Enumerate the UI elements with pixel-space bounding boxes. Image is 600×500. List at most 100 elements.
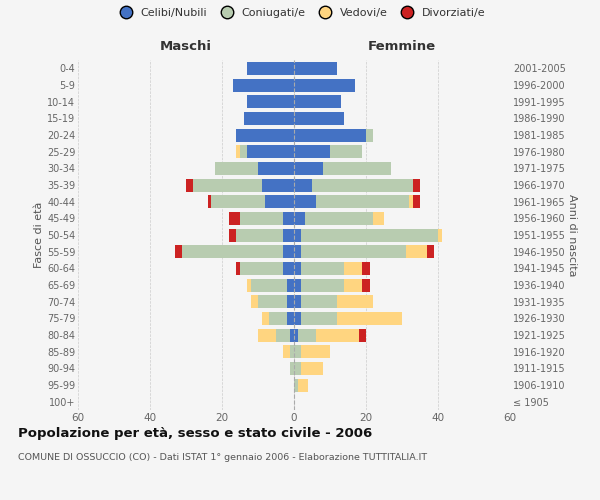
Bar: [294, 162, 323, 175]
Bar: [236, 228, 283, 241]
Bar: [294, 178, 312, 192]
Bar: [337, 312, 402, 325]
Text: Popolazione per età, sesso e stato civile - 2006: Popolazione per età, sesso e stato civil…: [18, 428, 372, 440]
Bar: [182, 245, 283, 258]
Bar: [258, 162, 294, 175]
Bar: [362, 262, 370, 275]
Bar: [294, 295, 301, 308]
Bar: [208, 195, 211, 208]
Bar: [344, 278, 362, 291]
Bar: [287, 278, 294, 291]
Bar: [236, 145, 240, 158]
Bar: [215, 162, 258, 175]
Bar: [301, 345, 330, 358]
Bar: [175, 245, 182, 258]
Bar: [301, 312, 337, 325]
Bar: [409, 195, 413, 208]
Bar: [269, 312, 287, 325]
Bar: [298, 328, 316, 342]
Bar: [283, 228, 294, 241]
Y-axis label: Anni di nascita: Anni di nascita: [567, 194, 577, 276]
Bar: [294, 95, 341, 108]
Bar: [244, 112, 294, 125]
Bar: [294, 128, 366, 141]
Bar: [312, 178, 413, 192]
Bar: [247, 145, 294, 158]
Bar: [438, 228, 442, 241]
Bar: [247, 62, 294, 75]
Bar: [294, 278, 301, 291]
Bar: [276, 328, 290, 342]
Bar: [294, 78, 355, 92]
Bar: [366, 128, 373, 141]
Bar: [229, 228, 236, 241]
Legend: Celibi/Nubili, Coniugati/e, Vedovi/e, Divorziati/e: Celibi/Nubili, Coniugati/e, Vedovi/e, Di…: [112, 6, 488, 20]
Bar: [294, 212, 305, 225]
Bar: [233, 78, 294, 92]
Text: Maschi: Maschi: [160, 40, 212, 52]
Bar: [294, 228, 301, 241]
Bar: [294, 312, 301, 325]
Bar: [316, 195, 409, 208]
Bar: [290, 328, 294, 342]
Bar: [294, 112, 344, 125]
Bar: [344, 262, 362, 275]
Bar: [301, 278, 344, 291]
Bar: [262, 178, 294, 192]
Bar: [316, 328, 359, 342]
Bar: [290, 362, 294, 375]
Bar: [359, 328, 366, 342]
Bar: [265, 195, 294, 208]
Bar: [301, 295, 337, 308]
Bar: [301, 262, 344, 275]
Bar: [330, 145, 362, 158]
Bar: [413, 178, 420, 192]
Bar: [229, 212, 240, 225]
Bar: [283, 212, 294, 225]
Bar: [240, 262, 283, 275]
Bar: [362, 278, 370, 291]
Bar: [294, 362, 301, 375]
Y-axis label: Fasce di età: Fasce di età: [34, 202, 44, 268]
Bar: [211, 195, 265, 208]
Bar: [294, 262, 301, 275]
Bar: [337, 295, 373, 308]
Bar: [305, 212, 373, 225]
Bar: [287, 312, 294, 325]
Bar: [258, 328, 276, 342]
Bar: [283, 245, 294, 258]
Bar: [186, 178, 193, 192]
Bar: [247, 278, 251, 291]
Text: Femmine: Femmine: [368, 40, 436, 52]
Bar: [258, 295, 287, 308]
Bar: [294, 145, 330, 158]
Bar: [283, 345, 290, 358]
Bar: [193, 178, 262, 192]
Text: COMUNE DI OSSUCCIO (CO) - Dati ISTAT 1° gennaio 2006 - Elaborazione TUTTITALIA.I: COMUNE DI OSSUCCIO (CO) - Dati ISTAT 1° …: [18, 452, 427, 462]
Bar: [301, 362, 323, 375]
Bar: [406, 245, 427, 258]
Bar: [294, 195, 316, 208]
Bar: [287, 295, 294, 308]
Bar: [251, 295, 258, 308]
Bar: [290, 345, 294, 358]
Bar: [236, 262, 240, 275]
Bar: [323, 162, 391, 175]
Bar: [427, 245, 434, 258]
Bar: [298, 378, 308, 392]
Bar: [294, 62, 337, 75]
Bar: [294, 378, 298, 392]
Bar: [283, 262, 294, 275]
Bar: [247, 95, 294, 108]
Bar: [236, 128, 294, 141]
Bar: [373, 212, 384, 225]
Bar: [301, 228, 438, 241]
Bar: [240, 145, 247, 158]
Bar: [251, 278, 287, 291]
Bar: [240, 212, 283, 225]
Bar: [294, 345, 301, 358]
Bar: [262, 312, 269, 325]
Bar: [294, 245, 301, 258]
Bar: [301, 245, 406, 258]
Bar: [413, 195, 420, 208]
